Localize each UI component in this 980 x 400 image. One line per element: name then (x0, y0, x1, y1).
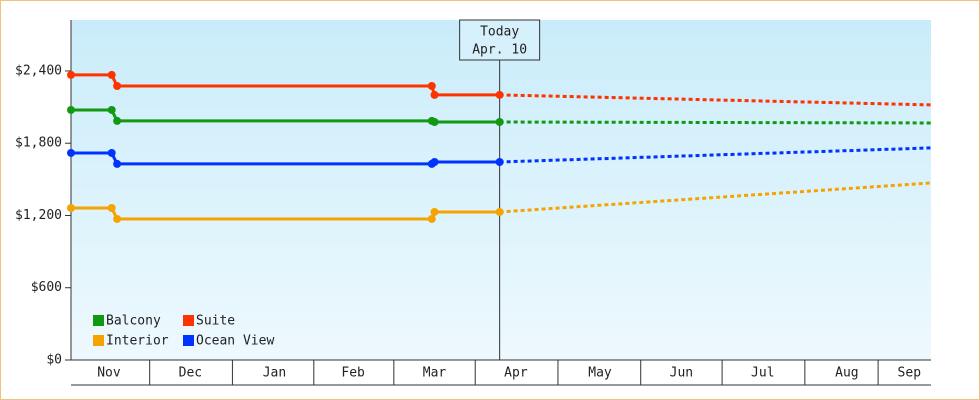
point (113, 214, 122, 223)
point (107, 70, 116, 79)
point (107, 204, 116, 213)
plot-area (71, 20, 931, 360)
legend-swatch (183, 315, 194, 326)
x-tick-label: Aug (835, 366, 858, 381)
today-label: Today (480, 25, 519, 40)
point (67, 105, 75, 114)
point (430, 118, 439, 127)
x-tick-label: Jul (751, 366, 774, 381)
point (113, 116, 122, 125)
y-tick-label: $2,400 (15, 63, 62, 78)
legend-label: Interior (106, 334, 169, 349)
point (67, 70, 75, 79)
x-tick-label: Apr (504, 366, 528, 381)
point (430, 157, 439, 166)
y-tick-label: $1,800 (15, 136, 62, 151)
point (107, 105, 116, 114)
point (67, 204, 75, 213)
x-tick-label: Dec (179, 366, 202, 381)
x-tick-label: Feb (341, 366, 365, 381)
x-tick-label: Nov (97, 366, 121, 381)
x-tick-label: May (588, 366, 612, 381)
legend-swatch (93, 335, 104, 346)
y-tick-label: $600 (31, 280, 62, 295)
point (427, 214, 436, 223)
series-line (71, 206, 500, 221)
today-date: Apr. 10 (472, 43, 527, 58)
x-tick-label: Sep (898, 366, 922, 381)
x-tick-label: Jun (670, 366, 693, 381)
point (107, 148, 116, 157)
point (113, 159, 122, 168)
x-tick-label: Jan (263, 366, 286, 381)
point (430, 207, 439, 216)
point (495, 90, 504, 99)
legend-swatch (183, 335, 194, 346)
forecast-line (499, 120, 932, 125)
legend-label: Suite (196, 314, 235, 329)
point (113, 82, 122, 91)
series-line (71, 151, 500, 166)
y-tick-label: $1,200 (15, 208, 62, 223)
forecast-line (499, 181, 932, 214)
point (495, 207, 504, 216)
point (430, 90, 439, 99)
today-box (459, 19, 541, 61)
point (427, 82, 436, 91)
series-line (71, 73, 500, 97)
point (67, 148, 75, 157)
legend-swatch (93, 315, 104, 326)
point (495, 157, 504, 166)
legend-label: Balcony (106, 314, 161, 329)
y-tick-label: $0 (46, 353, 62, 368)
forecast-line (499, 146, 932, 164)
legend-label: Ocean View (196, 334, 274, 349)
forecast-line (499, 93, 932, 107)
series-line (71, 108, 500, 124)
x-tick-label: Mar (423, 366, 447, 381)
point (495, 118, 504, 127)
